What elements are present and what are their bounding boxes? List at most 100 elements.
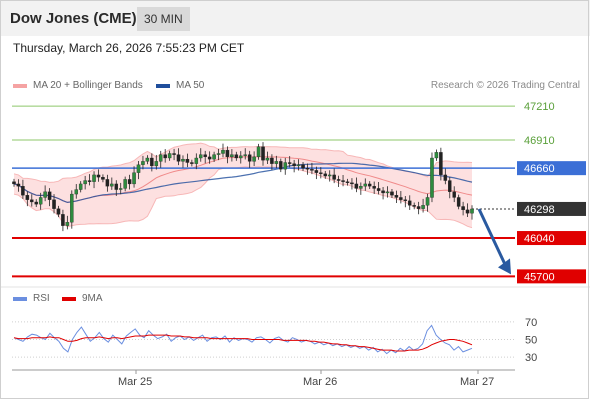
candle-body <box>425 197 430 206</box>
candle-body <box>70 193 74 223</box>
candle-body <box>78 183 83 190</box>
candle-body <box>350 182 354 185</box>
candle-body <box>283 162 287 170</box>
candle-body <box>43 191 47 198</box>
candle-body <box>265 157 270 161</box>
candle-body <box>310 169 314 171</box>
candle-body <box>336 179 341 181</box>
candle-body <box>465 209 470 214</box>
candle-body <box>448 180 452 192</box>
candle-body <box>25 195 30 200</box>
candle-body <box>314 170 319 173</box>
candle-body <box>96 174 101 178</box>
candle-body <box>114 183 119 190</box>
candle-body <box>381 190 385 194</box>
candle-body <box>452 191 456 198</box>
resistance-2-label: 47210 <box>524 101 555 113</box>
candle-body <box>16 183 21 187</box>
timeframe-badge[interactable]: 30 MIN <box>137 7 190 31</box>
candle-body <box>216 153 221 155</box>
candle-body <box>443 174 448 181</box>
candle-body <box>301 164 305 169</box>
candle-body <box>47 191 52 200</box>
support-1-label: 46040 <box>524 233 555 245</box>
candle-body <box>65 222 70 226</box>
candle-body <box>399 197 403 200</box>
candle-body <box>52 199 56 209</box>
candle-body <box>274 161 279 164</box>
candle-body <box>127 179 132 185</box>
candle-body <box>230 154 234 158</box>
candle-body <box>83 180 87 185</box>
legend-bb: MA 20 + Bollinger Bands <box>13 80 143 91</box>
candle-body <box>287 162 292 164</box>
candle-body <box>176 154 181 162</box>
rsi-swatch <box>13 296 27 301</box>
candle-body <box>181 158 185 162</box>
candle-body <box>470 208 474 214</box>
candle-body <box>150 157 154 167</box>
candle-body <box>74 189 79 195</box>
candle-body <box>132 172 136 185</box>
candle-body <box>323 173 328 177</box>
legend-rsi: RSI <box>13 293 50 304</box>
candle-body <box>12 181 16 185</box>
candle-body <box>367 183 372 187</box>
pivot-label: 46660 <box>524 163 555 175</box>
candle-body <box>136 164 141 173</box>
candle-body <box>234 154 239 159</box>
rsi-tick-label: 30 <box>525 352 537 364</box>
credit-text: Research © 2026 Trading Central <box>430 80 580 91</box>
candle-body <box>239 155 243 159</box>
candle-body <box>319 172 323 174</box>
timestamp: Thursday, March 26, 2026 7:55:23 PM CET <box>13 41 245 55</box>
candle-body <box>194 157 199 164</box>
candle-body <box>154 161 159 167</box>
candle-body <box>332 174 336 180</box>
candle-body <box>87 180 92 182</box>
candle-body <box>225 149 230 158</box>
legend-bb-label: MA 20 + Bollinger Bands <box>33 80 143 91</box>
candle-body <box>203 154 207 158</box>
bb-swatch <box>13 83 27 88</box>
candle-body <box>385 191 390 194</box>
candle-body <box>341 180 345 182</box>
candle-body <box>34 201 38 205</box>
candle-body <box>296 164 301 167</box>
instrument-title: Dow Jones (CME) <box>10 10 137 27</box>
candle-body <box>185 158 190 163</box>
candle-body <box>372 186 376 189</box>
candle-body <box>407 200 412 206</box>
rsi-9ma-line <box>13 334 473 352</box>
candle-body <box>256 146 261 158</box>
support-2-label-bg <box>517 269 586 284</box>
candle-body <box>207 156 212 160</box>
candle-body <box>376 188 381 191</box>
rsi-tick-label: 70 <box>525 317 537 329</box>
candle-body <box>167 153 172 159</box>
support-2-label: 45700 <box>524 271 555 283</box>
candle-body <box>61 214 65 226</box>
ma9-swatch <box>62 296 76 301</box>
candle-body <box>199 154 203 159</box>
ma50-swatch <box>156 83 170 88</box>
candle-body <box>327 174 332 177</box>
candle-body <box>292 163 296 167</box>
candle-body <box>421 205 425 209</box>
candle-body <box>354 183 359 189</box>
last-price-label: 46298 <box>524 204 555 216</box>
candle-body <box>416 206 421 209</box>
candle-body <box>172 153 176 155</box>
candle-body <box>30 199 34 203</box>
candle-body <box>390 191 394 196</box>
candle-body <box>363 183 368 187</box>
candle-body <box>359 186 363 189</box>
candle-body <box>270 157 274 164</box>
candle-body <box>190 162 194 164</box>
bollinger-band-fill <box>14 143 472 228</box>
candle-body <box>221 149 225 154</box>
projection-arrow-shaft <box>477 208 507 266</box>
legend-ma9-label: 9MA <box>82 293 103 304</box>
x-tick-label: Mar 27 <box>460 376 495 388</box>
